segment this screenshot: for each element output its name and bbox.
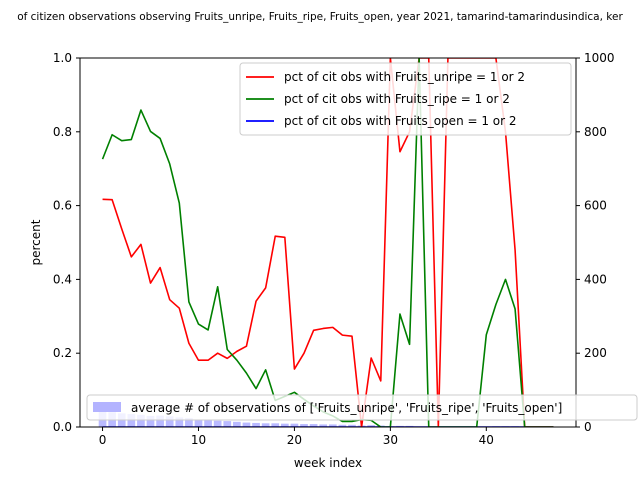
bar-obs-week-16	[252, 422, 260, 427]
bar-obs-week-26	[348, 424, 356, 427]
y-tick-label: 0.6	[53, 199, 72, 213]
bar-obs-week-24	[328, 424, 337, 427]
bar-obs-week-8	[175, 417, 184, 427]
bar-obs-week-5	[146, 415, 155, 427]
y-tick-label: 0.4	[53, 272, 72, 286]
bar-obs-week-19	[280, 423, 289, 427]
legend-label: pct of cit obs with Fruits_unripe = 1 or…	[284, 70, 525, 84]
y2-tick-label: 1000	[584, 51, 615, 65]
bar-obs-week-10	[194, 419, 203, 427]
bar-obs-week-28	[367, 425, 376, 427]
legend-box	[239, 62, 572, 136]
y-axis-ticks: 0.0 0.2 0.4 0.6 0.8 1.0	[53, 51, 80, 434]
bar-obs-week-13	[223, 421, 232, 427]
y-axis-label: percent	[29, 219, 43, 265]
legend-swatch	[93, 402, 121, 412]
y-tick-label: 1.0	[53, 51, 72, 65]
bar-obs-week-22	[309, 424, 318, 427]
y2-tick-label: 400	[584, 272, 607, 286]
bar-obs-week-4	[137, 414, 145, 427]
x-tick-label: 30	[383, 433, 398, 447]
bar-obs-week-11	[204, 420, 212, 427]
legend-label: average # of observations of ['Fruits_un…	[131, 401, 562, 415]
x-axis-label: week index	[294, 456, 362, 470]
chart-title: of citizen observations observing Fruits…	[17, 11, 623, 23]
bar-obs-week-6	[156, 415, 164, 427]
bar-obs-week-12	[213, 420, 222, 427]
bar-obs-week-20	[290, 423, 299, 427]
y2-axis-ticks: 0 200 400 600 800 1000	[576, 51, 615, 434]
x-tick-label: 10	[191, 433, 206, 447]
y2-tick-label: 600	[584, 199, 607, 213]
line-series-1	[102, 58, 554, 427]
bar-obs-week-14	[233, 421, 241, 427]
y-tick-label: 0.0	[53, 420, 72, 434]
bar-obs-week-3	[127, 414, 136, 427]
y2-tick-label: 200	[584, 346, 607, 360]
x-tick-label: 0	[99, 433, 107, 447]
bar-obs-week-25	[338, 424, 347, 427]
bar-obs-week-17	[261, 423, 270, 427]
x-tick-label: 40	[479, 433, 494, 447]
bar-obs-week-21	[300, 424, 308, 427]
y2-tick-label: 800	[584, 125, 607, 139]
legend-bars: average # of observations of ['Fruits_un…	[86, 394, 638, 421]
legend-box	[86, 394, 638, 421]
bar-obs-week-18	[271, 423, 280, 427]
legend-label: pct of cit obs with Fruits_ripe = 1 or 2	[284, 92, 510, 106]
legend-label: pct of cit obs with Fruits_open = 1 or 2	[284, 114, 517, 128]
bar-obs-week-23	[319, 424, 328, 427]
x-tick-label: 20	[287, 433, 302, 447]
y-tick-label: 0.8	[53, 125, 72, 139]
y-tick-label: 0.2	[53, 346, 72, 360]
bar-obs-week-7	[165, 416, 174, 427]
bar-obs-week-9	[185, 418, 193, 427]
legend-lines: pct of cit obs with Fruits_unripe = 1 or…	[239, 62, 572, 136]
plot-frame	[79, 57, 577, 428]
x-axis-ticks: 0 10 20 30 40	[99, 427, 494, 447]
y2-tick-label: 0	[584, 420, 592, 434]
bar-obs-week-15	[242, 422, 251, 427]
